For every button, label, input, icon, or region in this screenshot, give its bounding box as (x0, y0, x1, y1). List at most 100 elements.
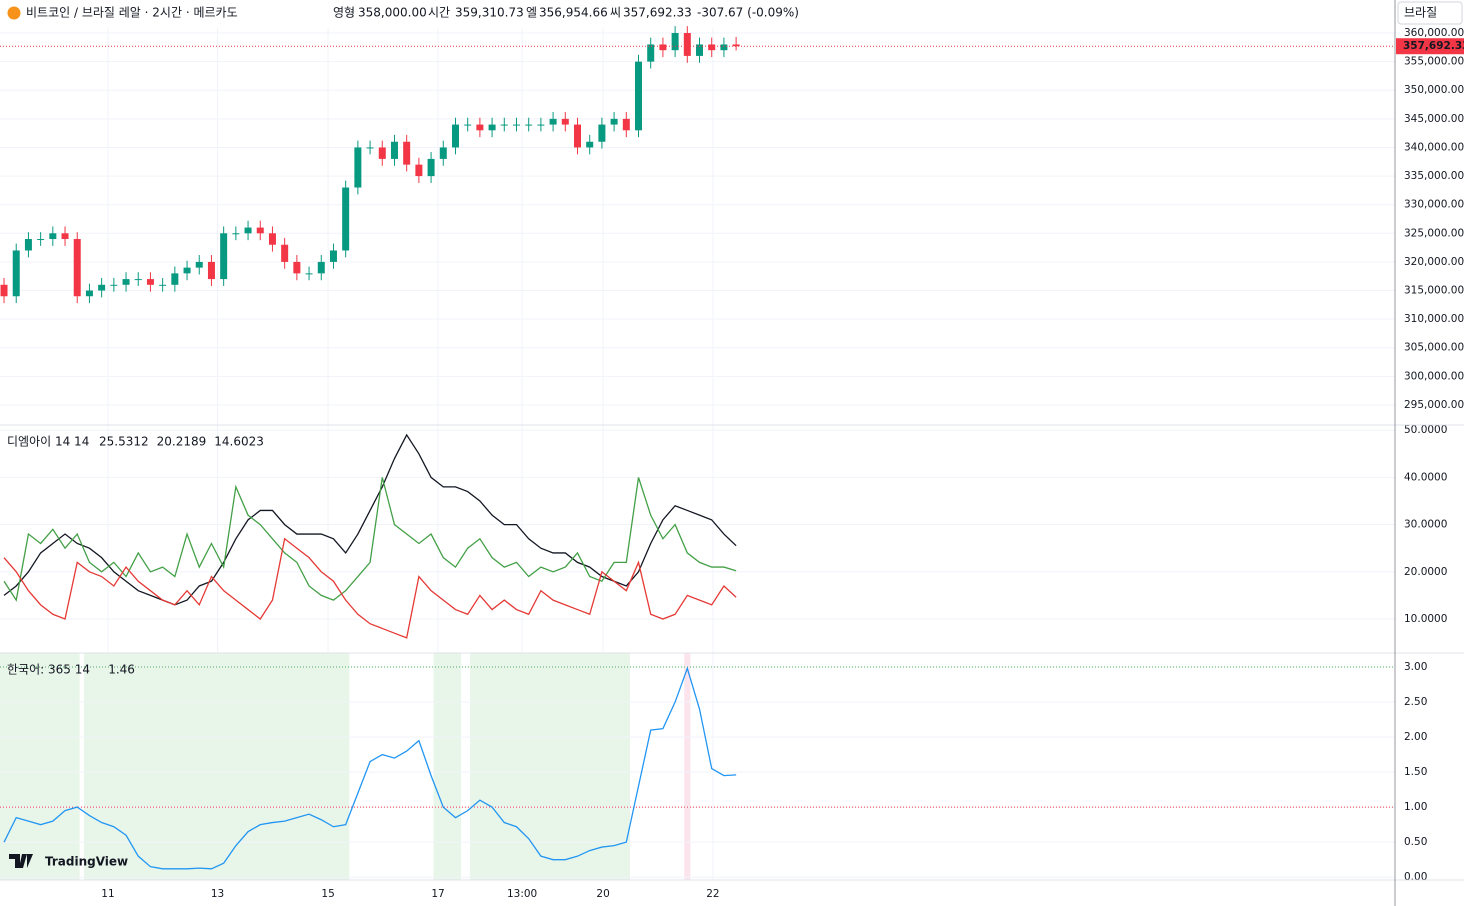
candle-body (293, 261, 301, 274)
candle-body (220, 233, 228, 280)
y-tick-label: 335,000.00 (1404, 170, 1464, 182)
candle-body (183, 267, 191, 274)
currency-button[interactable] (1397, 1, 1463, 25)
y-tick-label: 310,000.00 (1404, 313, 1464, 325)
y-tick-label: 345,000.00 (1404, 113, 1464, 125)
candle-body (500, 124, 508, 126)
indicator-title: 디엠아이 14 14 (7, 435, 89, 449)
candle-body (354, 147, 362, 188)
series-line (3, 477, 737, 602)
candle-body (610, 118, 618, 125)
coin-icon (7, 6, 21, 20)
candle-body (512, 124, 520, 126)
candle-body (37, 239, 45, 241)
candle-body (403, 141, 411, 165)
price-tag (1396, 38, 1464, 55)
change-value: -307.67 (-0.09%) (697, 6, 799, 20)
y-tick-label: 330,000.00 (1404, 199, 1464, 211)
y-tick-label: 3.00 (1404, 661, 1427, 673)
candle-body (683, 33, 691, 56)
logo-mark (9, 854, 33, 868)
y-tick-label: 2.50 (1404, 696, 1427, 708)
price-tag-label: 357,692.33 (1403, 40, 1464, 52)
candle-body (659, 44, 667, 51)
series-line (3, 537, 737, 639)
close-label: 씨 (610, 6, 621, 20)
legend-value: 1.46 (108, 663, 135, 677)
candle-body (73, 239, 81, 297)
high-label: 시간 (428, 6, 450, 20)
candle-body (415, 164, 423, 177)
candle-body (671, 33, 679, 51)
candle-body (561, 118, 569, 125)
zone (684, 653, 691, 880)
candle-body (171, 273, 179, 285)
candle-body (61, 233, 69, 240)
y-tick-label: 305,000.00 (1404, 342, 1464, 354)
legend-value: 20.2189 (157, 435, 207, 449)
open-value: 358,000.00 (358, 6, 427, 20)
candle-body (317, 261, 325, 274)
y-tick-label: 0.00 (1404, 871, 1427, 883)
y-tick-label: 320,000.00 (1404, 256, 1464, 268)
candle-body (488, 124, 496, 131)
candle-body (622, 118, 630, 131)
y-tick-label: 10.0000 (1404, 613, 1447, 625)
logo: TradingView (9, 854, 128, 869)
logo-text: TradingView (45, 855, 128, 869)
candle-body (146, 279, 154, 285)
y-tick-label: 300,000.00 (1404, 370, 1464, 382)
x-tick-label: 13:00 (507, 888, 537, 900)
candle-body (464, 124, 472, 126)
y-tick-label: 350,000.00 (1404, 84, 1464, 96)
x-tick-label: 11 (101, 888, 114, 900)
candle-body (232, 233, 240, 235)
candle-body (159, 284, 167, 286)
candle-body (134, 279, 142, 281)
y-tick-label: 295,000.00 (1404, 399, 1464, 411)
legend-value: 25.5312 (99, 435, 149, 449)
candle-body (98, 284, 106, 291)
y-tick-label: 50.0000 (1404, 424, 1447, 436)
candle-body (732, 44, 740, 47)
candle-body (207, 261, 215, 280)
candle-body (525, 124, 533, 126)
legend-value: 14.6023 (214, 435, 264, 449)
y-tick-label: 1.50 (1404, 766, 1427, 778)
y-tick-label: 1.00 (1404, 801, 1427, 813)
candle-body (586, 141, 594, 148)
candle-body (635, 61, 643, 131)
candle-body (12, 250, 20, 297)
candle-body (647, 44, 655, 62)
y-tick-label: 30.0000 (1404, 519, 1447, 531)
candle-body (439, 147, 447, 159)
candle-body (244, 227, 252, 234)
candle-body (281, 244, 289, 262)
candle-body (598, 124, 606, 142)
currency-label[interactable]: 브라질 (1404, 6, 1437, 20)
close-value: 357,692.33 (623, 6, 692, 20)
candle-body (451, 124, 459, 148)
y-tick-label: 325,000.00 (1404, 227, 1464, 239)
candle-body (195, 261, 203, 268)
zone (83, 653, 350, 880)
y-tick-label: 340,000.00 (1404, 141, 1464, 153)
y-tick-label: 2.00 (1404, 731, 1427, 743)
y-tick-label: 315,000.00 (1404, 285, 1464, 297)
candle-body (305, 273, 313, 275)
x-tick-label: 13 (211, 888, 224, 900)
candle-body (0, 284, 8, 297)
high-value: 359,310.73 (455, 6, 524, 20)
candle-body (342, 187, 350, 251)
y-tick-label: 40.0000 (1404, 471, 1447, 483)
x-tick-label: 17 (431, 888, 444, 900)
open-label: 영형 (333, 6, 355, 20)
symbol-title[interactable]: 비트코인 / 브라질 레알 · 2시간 · 메르카도 (26, 6, 238, 20)
x-tick-label: 15 (321, 888, 334, 900)
candle-body (110, 284, 118, 286)
candle-body (49, 233, 57, 240)
candle-body (390, 141, 398, 159)
y-tick-label: 20.0000 (1404, 566, 1447, 578)
candle-body (476, 124, 484, 131)
